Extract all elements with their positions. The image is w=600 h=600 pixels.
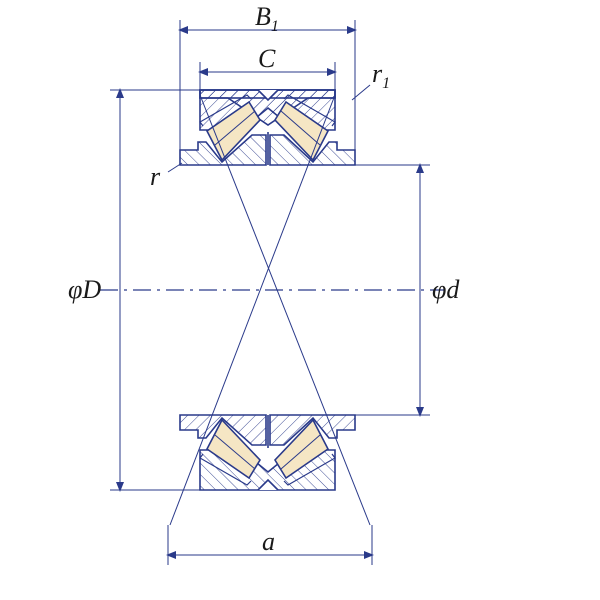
label-a: a [262,527,275,556]
label-r: r [150,162,182,191]
label-B1: B1 [255,2,279,35]
bearing-cross-section-diagram: B1 C r r1 φD φd a [0,0,600,600]
label-C: C [258,44,276,73]
svg-text:r: r [150,162,161,191]
label-phiD: φD [68,275,101,304]
label-phid: φd [432,275,460,304]
upper-half [180,90,355,165]
dimension-C: C [200,44,335,90]
svg-text:r1: r1 [372,59,390,92]
label-r1: r1 [352,59,390,100]
lower-half [180,415,355,490]
dimension-a: a [168,525,372,565]
